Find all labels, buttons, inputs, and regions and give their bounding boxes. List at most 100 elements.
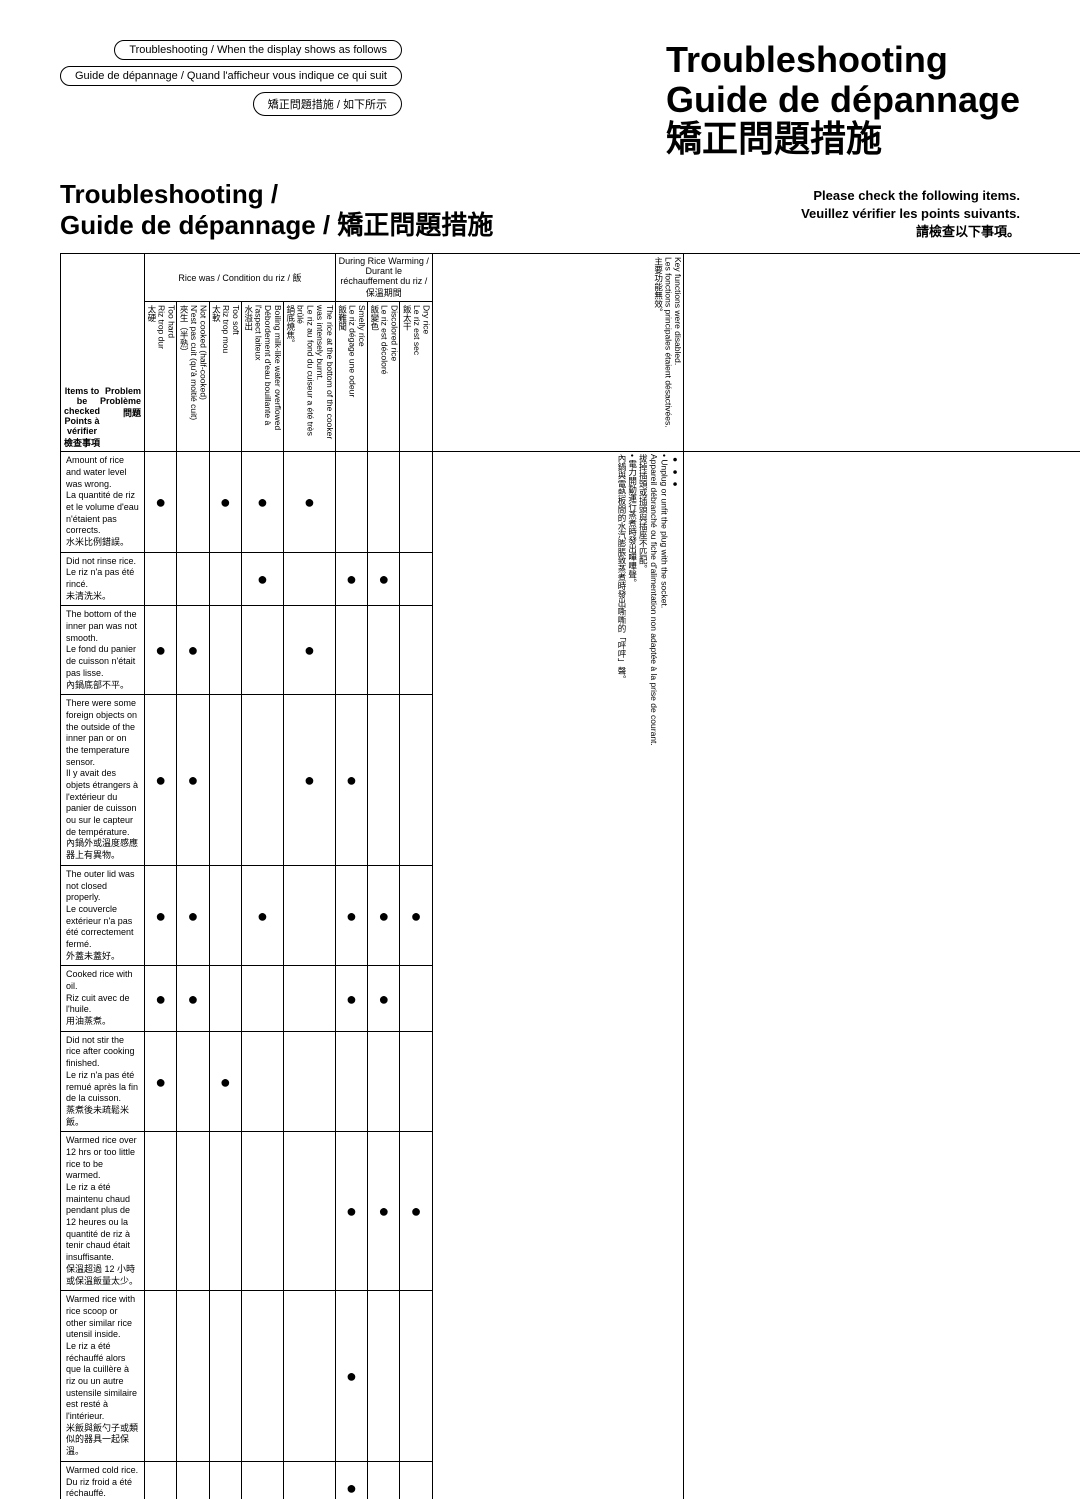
dot-cell (335, 452, 367, 553)
dot-cell: ● (145, 606, 177, 695)
dot-cell: ● (177, 695, 209, 866)
dot-cell: ● (241, 452, 283, 553)
row-label: The bottom of the inner pan was not smoo… (61, 606, 145, 695)
dot-cell: ● (335, 1132, 367, 1291)
dot-cell: ● (335, 695, 367, 866)
corner-problem: Problem Problème 問題 (100, 386, 141, 449)
dot-cell: ● (145, 695, 177, 866)
troubleshooting-table: Items to be checked Points à vérifier 檢查… (60, 253, 1080, 1499)
dot-cell: ● (177, 966, 209, 1031)
col-head-0: Too hard Riz trop dur 太硬 (145, 302, 177, 452)
dot-cell (400, 606, 432, 695)
sub-r3: 請檢查以下事項。 (801, 223, 1020, 241)
dot-cell: ● (209, 1031, 241, 1132)
dot-cell (400, 452, 432, 553)
dot-cell (368, 1291, 400, 1462)
sub-right: Please check the following items. Veuill… (801, 187, 1020, 242)
row-label: Warmed rice over 12 hrs or too little ri… (61, 1132, 145, 1291)
dot-cell (209, 552, 241, 606)
dot-cell (241, 1132, 283, 1291)
dot-cell: ● (335, 1291, 367, 1462)
row-label: Warmed cold rice.Du riz froid a été réch… (61, 1461, 145, 1499)
title-en: Troubleshooting (666, 40, 1020, 80)
dot-cell (145, 1132, 177, 1291)
row-label: Amount of rice and water level was wrong… (61, 452, 145, 553)
header-pills: Troubleshooting / When the display shows… (60, 40, 402, 116)
dot-cell (368, 606, 400, 695)
dot-cell: ● (335, 966, 367, 1031)
corner-items: Items to be checked Points à vérifier 檢查… (64, 386, 100, 449)
dot-cell (209, 1461, 241, 1499)
dot-cell: ● (400, 1132, 432, 1291)
table-row: Amount of rice and water level was wrong… (61, 452, 1080, 553)
dot-cell: ● (335, 552, 367, 606)
dot-cell: ● (368, 865, 400, 966)
dot-cell (335, 606, 367, 695)
sub-l2: Guide de dépannage / 矯正問題措施 (60, 210, 493, 241)
col-head-1: Not cooked (half-cooked) N'est pas cuit … (177, 302, 209, 452)
dot-cell (284, 1461, 336, 1499)
dot-cell: ● (284, 695, 336, 866)
col-head-4: The rice at the bottom of the cooker was… (284, 302, 336, 452)
sub-r2: Veuillez vérifier les points suivants. (801, 205, 1020, 223)
dot-cell (145, 552, 177, 606)
dot-cell: ● (209, 452, 241, 553)
dot-cell (335, 1031, 367, 1132)
pill-zh: 矯正問題措施 / 如下所示 (253, 92, 402, 116)
extra-col-1: Sounds were produced during cooking. Des… (684, 254, 1080, 452)
group-head-1: Rice was / Condition du riz / 飯 (145, 254, 336, 302)
pill-fr: Guide de dépannage / Quand l'afficheur v… (60, 66, 402, 86)
dot-cell (241, 606, 283, 695)
title-zh: 矯正問題措施 (666, 119, 1020, 159)
title-fr: Guide de dépannage (666, 80, 1020, 120)
header-titles: Troubleshooting Guide de dépannage 矯正問題措… (666, 40, 1020, 159)
dot-cell (241, 1031, 283, 1132)
dot-cell: ● (241, 552, 283, 606)
col-head-7: Dry rice Le riz est sec 飯太干 (400, 302, 432, 452)
dot-cell: ● (145, 1031, 177, 1132)
dot-cell: ● (284, 606, 336, 695)
dot-cell: ● (145, 452, 177, 553)
dot-cell: ● (284, 452, 336, 553)
dot-cell (209, 1132, 241, 1291)
col-head-6: Discolored rice Le riz est décoloré 飯變色 (368, 302, 400, 452)
dot-cell (284, 865, 336, 966)
dot-cell (284, 1031, 336, 1132)
pill-en: Troubleshooting / When the display shows… (114, 40, 402, 60)
dot-cell (241, 695, 283, 866)
dot-cell (177, 1461, 209, 1499)
dot-cell (400, 966, 432, 1031)
dot-cell: ● (335, 1461, 367, 1499)
row-label: There were some foreign objects on the o… (61, 695, 145, 866)
dot-cell (284, 552, 336, 606)
row-label: The outer lid was not closed properly.Le… (61, 865, 145, 966)
dot-cell (177, 452, 209, 553)
extra-col-0: Key functions were disabled. Les fonctio… (432, 254, 683, 452)
col-head-5: Smelly rice Le riz dégage une odeur 飯難聞 (335, 302, 367, 452)
dot-cell (368, 695, 400, 866)
dot-cell (241, 1291, 283, 1462)
dot-cell: ● (177, 865, 209, 966)
dot-cell (209, 865, 241, 966)
dot-cell: ● (400, 865, 432, 966)
dot-cell (177, 1031, 209, 1132)
dot-cell (284, 966, 336, 1031)
dot-cell (177, 1132, 209, 1291)
dot-cell (400, 1291, 432, 1462)
group-head-2: During Rice Warming / Durant le réchauff… (335, 254, 432, 302)
row-label: Cooked rice with oil.Riz cuit avec de l'… (61, 966, 145, 1031)
dot-cell (284, 1291, 336, 1462)
dot-cell (400, 1461, 432, 1499)
dot-cell (209, 606, 241, 695)
row-label: Warmed rice with rice scoop or other sim… (61, 1291, 145, 1462)
row-label: Did not stir the rice after cooking fini… (61, 1031, 145, 1132)
dot-cell: ● (368, 552, 400, 606)
notes-col-1: ● ● ● • Unplug or unfit the plug with th… (432, 452, 683, 1499)
sub-header: Troubleshooting / Guide de dépannage / 矯… (60, 179, 1020, 241)
row-label: Did not rinse rice.Le riz n'a pas été ri… (61, 552, 145, 606)
dot-cell (400, 1031, 432, 1132)
dot-cell (400, 552, 432, 606)
dot-cell: ● (177, 606, 209, 695)
dot-cell (209, 966, 241, 1031)
dot-cell (368, 1461, 400, 1499)
